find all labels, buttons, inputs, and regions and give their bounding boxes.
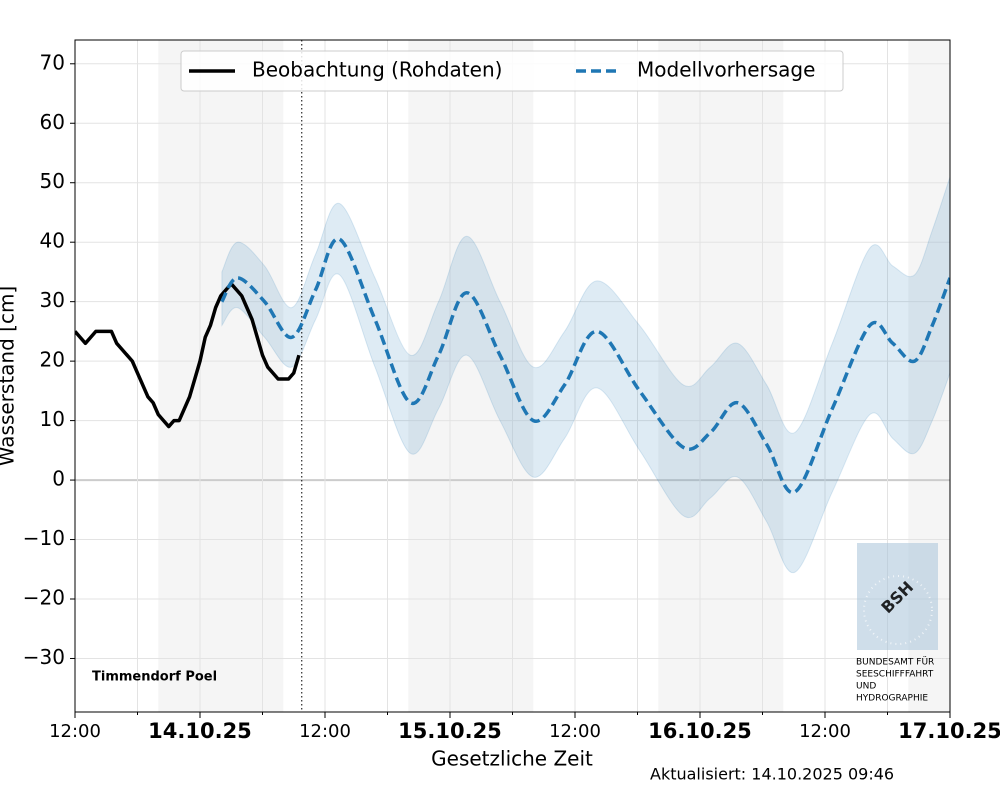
- y-tick-label: 20: [40, 348, 65, 372]
- logo-ring: [863, 575, 933, 645]
- y-tick-label: 10: [40, 407, 65, 431]
- x-tick-label: 15.10.25: [398, 719, 502, 743]
- x-tick-label: 17.10.25: [898, 719, 1000, 743]
- logo-text: BUNDESAMT FÜR: [856, 657, 934, 668]
- x-tick-label: 12:00: [49, 721, 101, 742]
- series-line: [75, 282, 301, 429]
- y-tick-label: −20: [23, 586, 65, 610]
- legend-box: [180, 50, 844, 92]
- logo-box: [857, 543, 938, 650]
- x-tick-label: 12:00: [299, 721, 351, 742]
- x-tick-label: 12:00: [549, 721, 601, 742]
- station-label: Timmendorf Poel: [92, 670, 217, 685]
- y-tick-label: −10: [23, 526, 65, 550]
- x-axis-label: Gesetzliche Zeit: [431, 747, 593, 771]
- y-tick-label: 60: [40, 110, 65, 134]
- legend-label: Modellvorhersage: [637, 58, 815, 82]
- updated-label: Aktualisiert: 14.10.2025 09:46: [650, 765, 894, 784]
- logo-text: HYDROGRAPHIE: [856, 694, 928, 704]
- y-tick-label: −30: [23, 645, 65, 669]
- x-tick-label: 16.10.25: [648, 719, 752, 743]
- y-tick-label: 0: [52, 467, 65, 491]
- y-axis-label: Wasserstand [cm]: [0, 286, 19, 466]
- x-tick-label: 14.10.25: [148, 719, 252, 743]
- x-tick-label: 12:00: [799, 721, 851, 742]
- legend-label: Beobachtung (Rohdaten): [252, 58, 502, 82]
- plot-frame: [74, 39, 951, 713]
- y-tick-label: 40: [40, 229, 65, 253]
- night-band: [158, 40, 284, 712]
- series-line: [220, 237, 950, 495]
- logo-text: SEESCHIFFFAHRT: [856, 670, 934, 680]
- confidence-band: [221, 176, 950, 573]
- y-tick-label: 30: [40, 288, 65, 312]
- y-tick-label: 70: [40, 50, 65, 74]
- logo-text: UND: [856, 682, 876, 692]
- y-tick-label: 50: [40, 169, 65, 193]
